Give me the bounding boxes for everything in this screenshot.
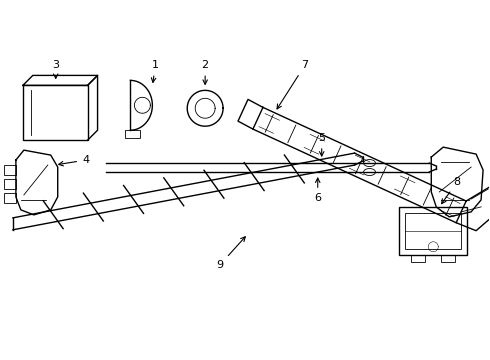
Bar — [4, 193, 16, 203]
Text: 1: 1 — [151, 60, 159, 82]
Bar — [441, 255, 455, 262]
Text: 8: 8 — [441, 177, 461, 204]
Bar — [405, 213, 461, 249]
Bar — [399, 207, 467, 255]
Text: 6: 6 — [314, 178, 321, 203]
Text: 7: 7 — [277, 60, 308, 109]
Bar — [125, 130, 141, 138]
Bar — [4, 179, 16, 189]
Bar — [4, 165, 16, 175]
Text: 5: 5 — [318, 133, 325, 156]
Ellipse shape — [364, 159, 375, 167]
Ellipse shape — [364, 168, 375, 176]
Text: 2: 2 — [201, 60, 209, 84]
Text: 9: 9 — [217, 237, 245, 270]
Bar — [412, 255, 425, 262]
Bar — [23, 85, 88, 140]
Text: 3: 3 — [52, 60, 59, 78]
Text: 4: 4 — [59, 155, 89, 166]
